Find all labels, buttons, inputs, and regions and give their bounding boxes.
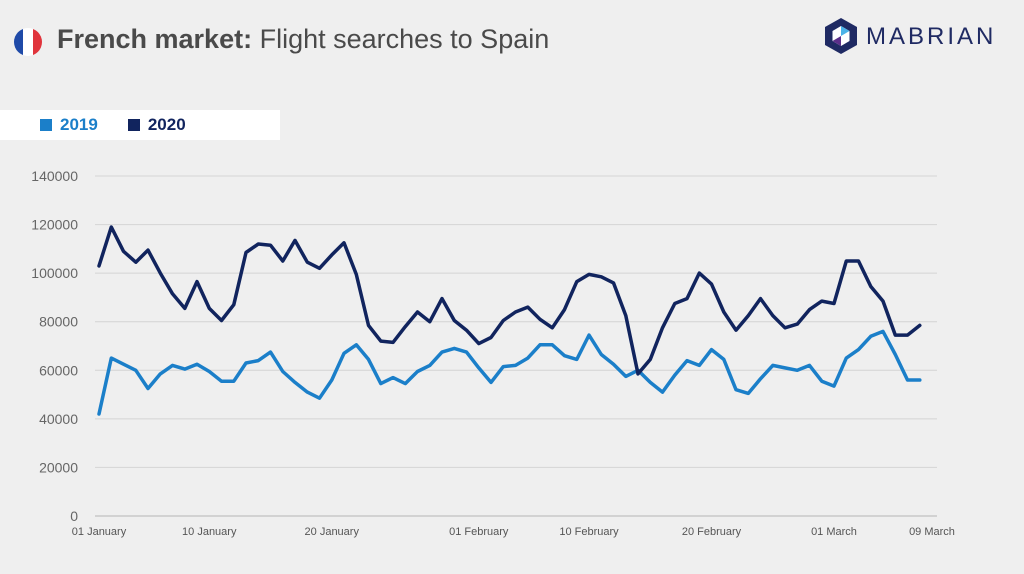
logo-text: MABRIAN bbox=[866, 23, 997, 50]
title-market: French market: bbox=[57, 24, 253, 54]
x-tick-label: 10 February bbox=[559, 526, 619, 538]
y-tick-label: 60000 bbox=[39, 362, 78, 378]
y-tick-label: 40000 bbox=[39, 411, 78, 427]
x-tick-label: 01 February bbox=[449, 526, 509, 538]
series-line-2020 bbox=[97, 225, 922, 376]
legend-swatch-2020 bbox=[127, 119, 140, 131]
page-title: French market: Flight searches to Spain bbox=[57, 24, 549, 55]
mabrian-logo-icon bbox=[825, 18, 857, 54]
x-tick-label: 20 January bbox=[305, 526, 360, 538]
legend-item-2020: 2020 bbox=[127, 115, 186, 135]
y-tick-label: 80000 bbox=[39, 314, 78, 330]
flag-stripe-white bbox=[23, 28, 33, 56]
france-flag-icon bbox=[14, 28, 42, 56]
y-tick-label: 140000 bbox=[31, 168, 78, 184]
chart-legend: 2019 2020 bbox=[0, 110, 280, 140]
title-subject: Flight searches to Spain bbox=[252, 24, 550, 54]
legend-label-2020: 2020 bbox=[147, 115, 186, 134]
x-tick-label: 10 January bbox=[182, 526, 237, 538]
x-tick-label: 01 March bbox=[811, 526, 857, 538]
x-tick-label: 09 March bbox=[909, 526, 955, 538]
flag-stripe-blue bbox=[14, 28, 24, 56]
legend-label-2019: 2019 bbox=[60, 115, 98, 134]
y-tick-label: 100000 bbox=[31, 265, 78, 281]
x-tick-label: 01 January bbox=[72, 526, 127, 538]
x-tick-label: 20 February bbox=[682, 526, 742, 538]
y-tick-label: 0 bbox=[70, 508, 78, 524]
y-tick-label: 120000 bbox=[31, 217, 78, 233]
legend-swatch-2019 bbox=[40, 119, 52, 131]
series-line-2019 bbox=[97, 329, 922, 416]
legend-item-2019: 2019 bbox=[40, 115, 98, 135]
flag-stripe-red bbox=[32, 28, 42, 56]
y-tick-label: 20000 bbox=[39, 459, 78, 475]
header: French market: Flight searches to Spain … bbox=[0, 0, 1024, 85]
mabrian-logo: MABRIAN bbox=[821, 16, 1011, 56]
